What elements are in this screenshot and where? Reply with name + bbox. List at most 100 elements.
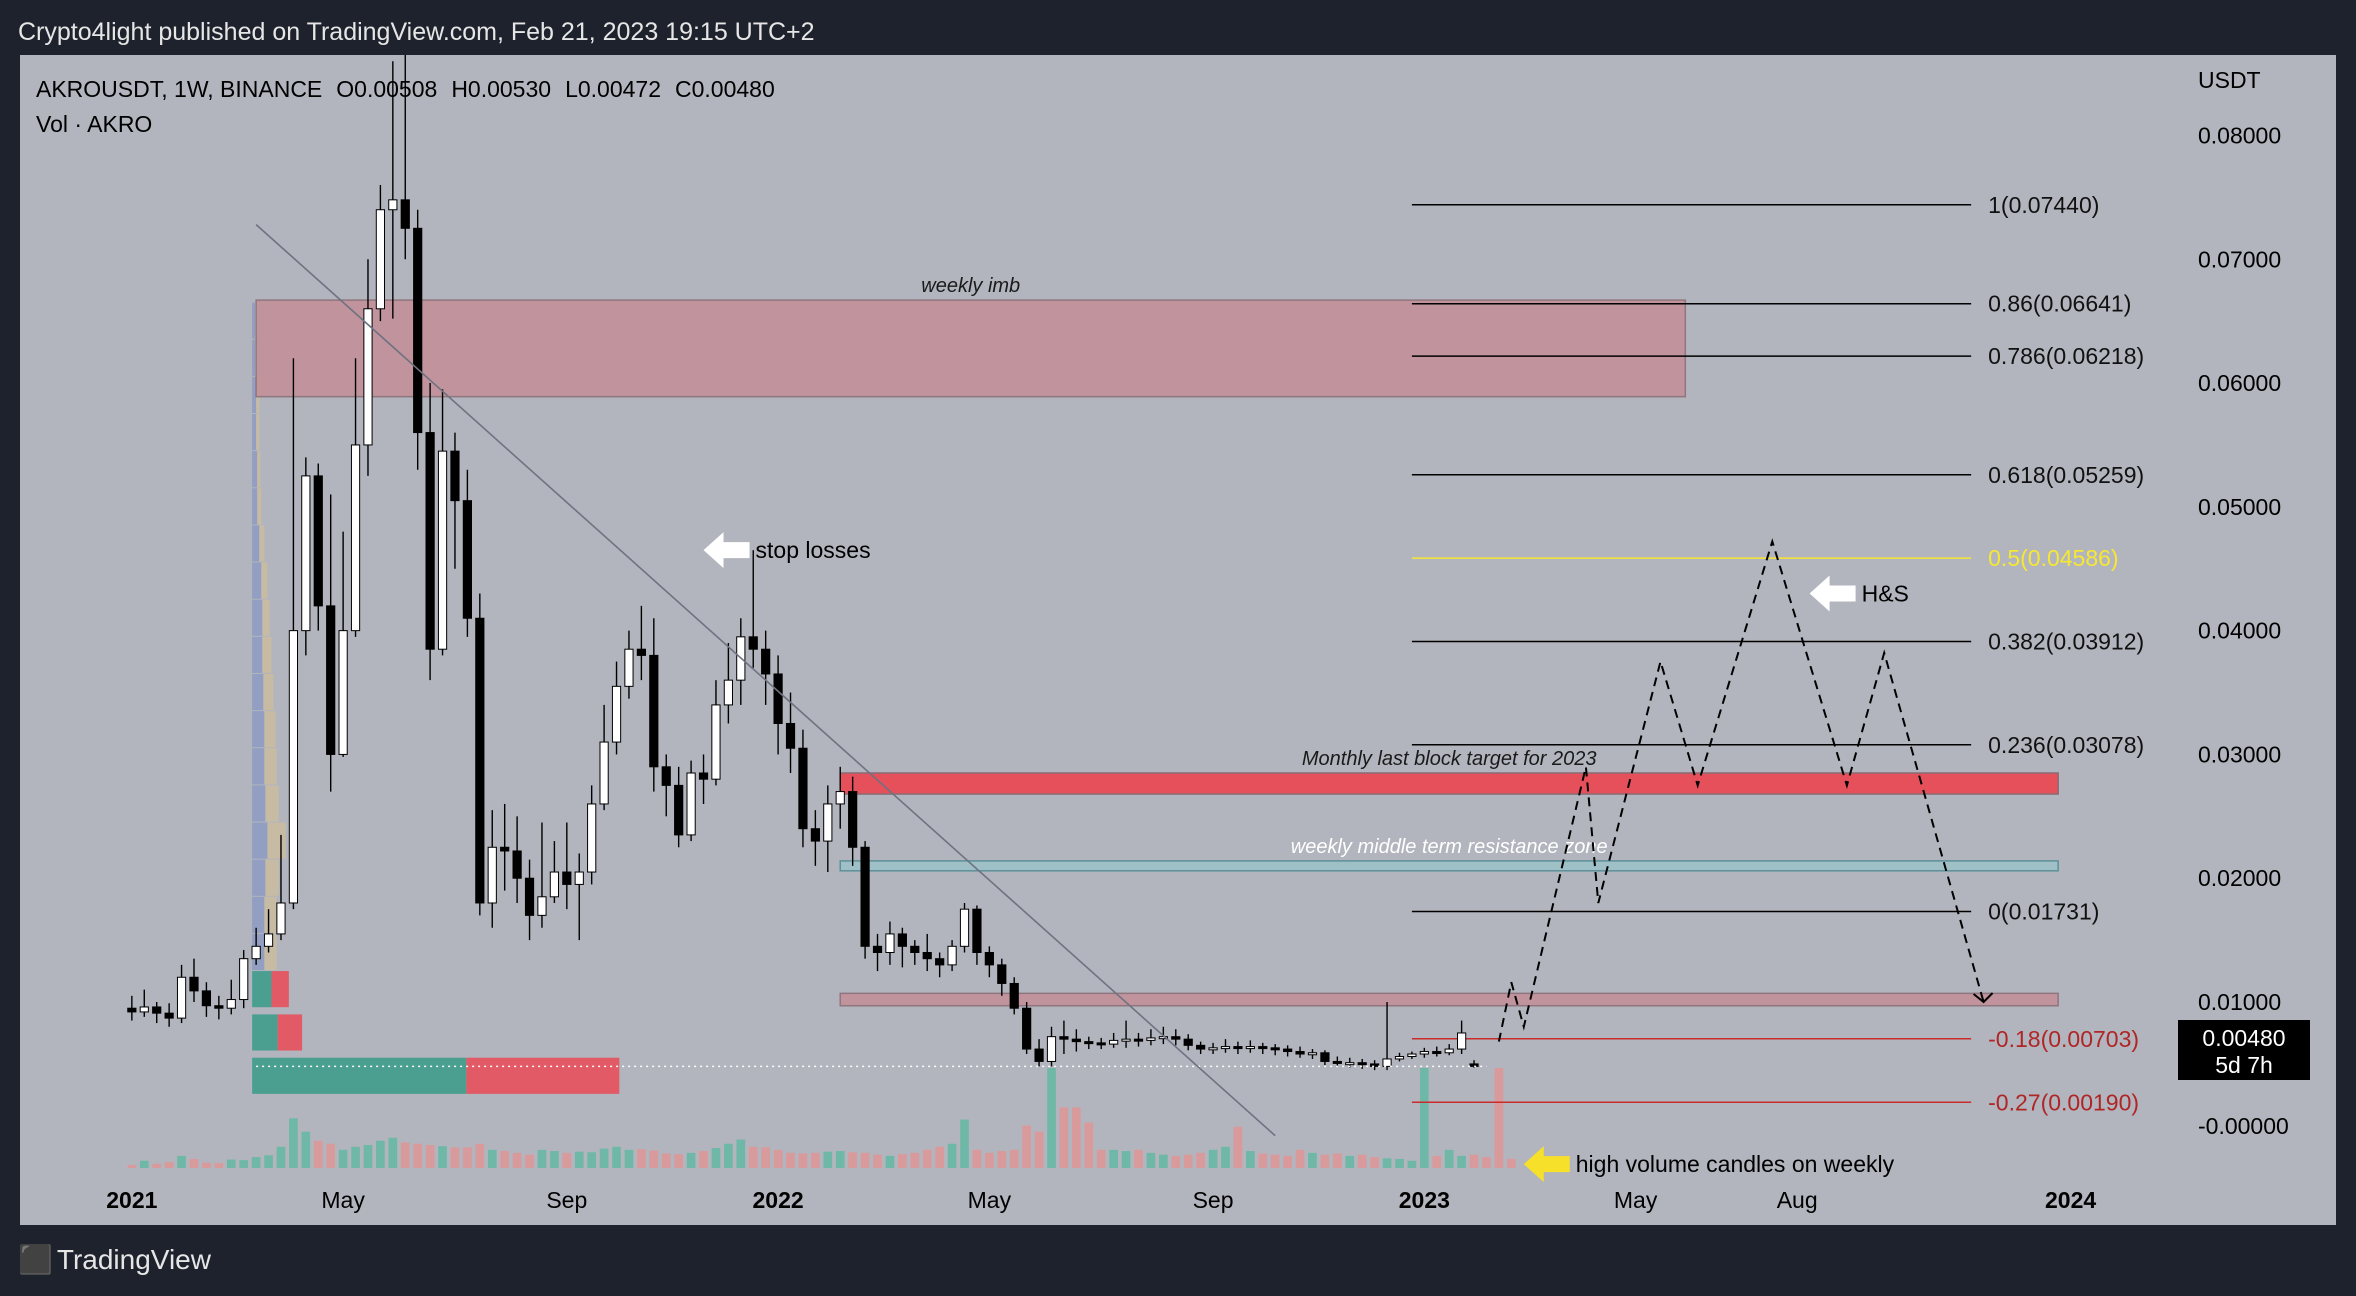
volume-bar <box>139 1160 149 1168</box>
volume-bar <box>1382 1158 1392 1168</box>
volume-bar <box>898 1154 907 1168</box>
volume-profile-down-row <box>466 1057 620 1094</box>
candle-body <box>1295 1051 1305 1055</box>
candle-body <box>139 1006 149 1013</box>
volume-profile-up-row <box>252 896 265 933</box>
volume-bar <box>1457 1155 1466 1168</box>
volume-bar <box>202 1162 211 1168</box>
candle-body <box>1457 1032 1467 1050</box>
volume-bar <box>1171 1155 1181 1168</box>
x-tick-label: 2022 <box>753 1187 804 1213</box>
volume-bar <box>189 1158 199 1168</box>
volume-bar <box>748 1146 758 1168</box>
volume-profile-down-row <box>271 971 289 1008</box>
x-tick-label: May <box>321 1187 365 1213</box>
volume-bar <box>910 1152 920 1168</box>
volume-bar <box>313 1140 323 1168</box>
y-tick-label: 0.06000 <box>2198 370 2281 396</box>
candle-body <box>624 648 634 687</box>
candle-body <box>698 772 709 780</box>
candle-body <box>959 908 970 947</box>
volume-profile-down-row <box>277 1014 303 1051</box>
candle-body <box>1046 1036 1057 1062</box>
fib-level-label: 0(0.01731) <box>1988 899 2099 925</box>
candle-body <box>1245 1046 1255 1050</box>
volume-bar <box>1357 1154 1367 1168</box>
volume-profile-down-row <box>265 785 279 822</box>
volume-bar <box>1370 1157 1379 1168</box>
volume-profile-up-row <box>252 859 266 896</box>
volume-bar <box>438 1146 447 1168</box>
candle-body <box>835 791 845 805</box>
volume-bar <box>1444 1149 1454 1168</box>
candle-body <box>1071 1038 1081 1043</box>
volume-profile-up-row <box>252 785 266 822</box>
volume-bar <box>500 1151 510 1168</box>
x-tick-label: May <box>1614 1187 1658 1213</box>
volume-bar <box>214 1163 224 1168</box>
candle-body <box>375 209 386 310</box>
volume-bar <box>1494 1068 1504 1168</box>
volume-bar <box>1196 1152 1205 1168</box>
volume-profile-up-row <box>252 822 268 859</box>
x-tick-label: Aug <box>1777 1187 1818 1213</box>
candle-body <box>935 958 945 966</box>
candle-body <box>1469 1063 1479 1067</box>
volume-profile <box>252 302 620 1094</box>
fib-level-label: 0.618(0.05259) <box>1988 462 2144 488</box>
volume-bar <box>947 1143 957 1168</box>
volume-bar <box>860 1152 870 1168</box>
volume-bar <box>599 1148 609 1168</box>
volume-bar <box>1245 1151 1255 1168</box>
candle-body <box>922 952 932 960</box>
tradingview-brand[interactable]: ⬛ TradingView <box>18 1243 211 1276</box>
candle-body <box>388 199 398 211</box>
candle-body <box>1059 1036 1069 1040</box>
candle-body <box>649 654 659 768</box>
volume-profile-down-row <box>264 711 276 748</box>
annotation-label: stop losses <box>756 537 871 563</box>
volume-profile-up-row <box>252 451 258 488</box>
candle-body <box>1382 1058 1392 1067</box>
volume-bar <box>1034 1131 1044 1168</box>
volume-profile-up-row <box>252 599 263 636</box>
zone-resistance <box>839 860 2059 872</box>
candle-body <box>313 475 323 607</box>
volume-bar <box>1308 1152 1317 1168</box>
volume-bar <box>525 1154 534 1168</box>
volume-bar <box>1109 1149 1118 1168</box>
zone-label: weekly imb <box>921 275 1020 297</box>
candle-body <box>1146 1037 1156 1041</box>
volume-bar <box>239 1160 249 1168</box>
volume-profile-up-row <box>252 488 258 525</box>
volume-bar <box>413 1143 423 1168</box>
volume-profile-down-row <box>265 859 279 896</box>
volume-bar <box>425 1144 435 1168</box>
zone-label: Monthly last block target for 2023 <box>1302 748 1597 770</box>
volume-profile-down-row <box>262 599 270 636</box>
volume-bar <box>537 1149 547 1168</box>
zone-block <box>839 772 2059 795</box>
volume-profile-up-row <box>252 302 256 339</box>
downtrend-line <box>255 224 1276 1137</box>
volume-profile-down-row <box>267 822 286 859</box>
volume-bar <box>985 1152 994 1168</box>
candle-body <box>537 896 547 916</box>
volume-bar <box>351 1146 360 1168</box>
candle-body <box>1109 1039 1119 1045</box>
volume-bar <box>1096 1149 1106 1168</box>
annotation-arrow-icon <box>1809 575 1856 612</box>
volume-bar <box>885 1155 895 1168</box>
volume-profile-up-row <box>252 525 260 562</box>
fib-level-label: 0.236(0.03078) <box>1988 732 2144 758</box>
volume-bar <box>1221 1146 1230 1168</box>
volume-bar <box>1345 1155 1355 1168</box>
candle-body <box>1208 1047 1218 1051</box>
volume-profile-down-row <box>264 896 277 933</box>
volume-bar <box>1295 1149 1305 1168</box>
candle-body <box>773 673 783 724</box>
volume-bar <box>686 1152 696 1168</box>
candle-body <box>301 475 311 632</box>
price-tag-countdown: 5d 7h <box>2215 1052 2273 1078</box>
